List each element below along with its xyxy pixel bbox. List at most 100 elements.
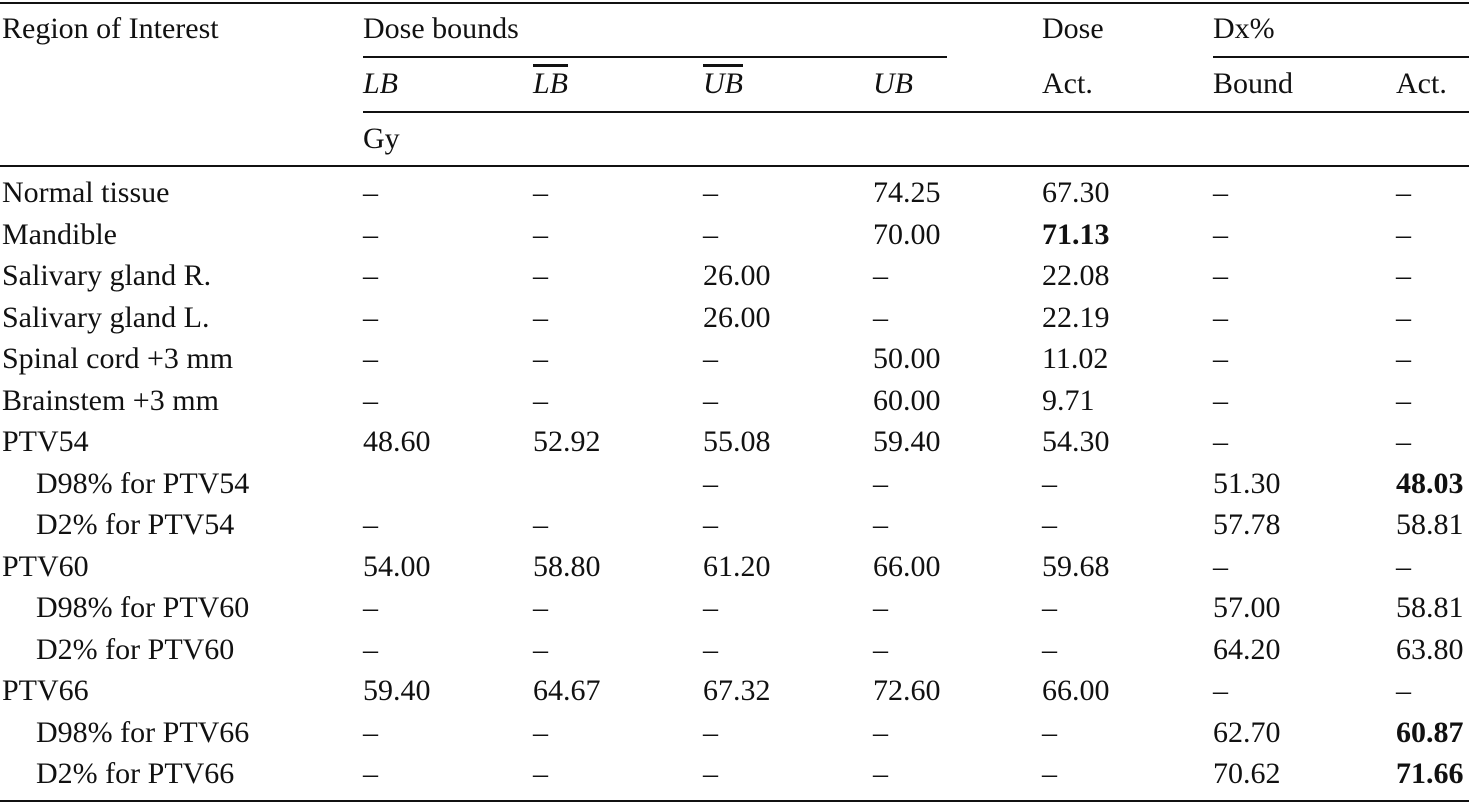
cell-dx-act: – bbox=[1396, 342, 1411, 375]
cell-ub-bar: 55.08 bbox=[703, 425, 771, 458]
cell-ub: – bbox=[873, 591, 888, 624]
cell-dx-act: – bbox=[1396, 549, 1411, 583]
cell-lb-bar: – bbox=[533, 300, 548, 334]
cell-ub: 70.00 bbox=[873, 217, 941, 251]
cell-ub-bar: – bbox=[703, 217, 718, 251]
cell-ub-bar: – bbox=[703, 383, 718, 417]
header-ub-bar: UB bbox=[703, 67, 743, 100]
cell-lb-bar: – bbox=[533, 715, 548, 749]
cell-dx-bound: – bbox=[1213, 674, 1228, 707]
cell-dx-act: – bbox=[1396, 425, 1411, 458]
cell-dx-bound: 57.00 bbox=[1213, 591, 1281, 624]
cell-lb: – bbox=[363, 632, 378, 666]
cell-lb-bar: – bbox=[533, 176, 548, 209]
cell-lb-bar: – bbox=[533, 259, 548, 292]
cell-dose-act: – bbox=[1042, 466, 1057, 500]
row-label: D2% for PTV60 bbox=[36, 632, 235, 666]
row-label: D98% for PTV54 bbox=[36, 466, 250, 500]
header-region-of-interest: Region of Interest bbox=[2, 12, 219, 45]
cell-lb: – bbox=[363, 300, 378, 334]
cell-dx-act: – bbox=[1396, 674, 1411, 707]
header-lb: LB bbox=[363, 67, 399, 100]
cell-dx-act: 63.80 bbox=[1396, 632, 1464, 666]
cell-ub-bar: – bbox=[703, 176, 718, 209]
dose-bounds-rule bbox=[363, 56, 947, 58]
row-label: Salivary gland L. bbox=[2, 300, 210, 334]
row-label: Mandible bbox=[2, 217, 117, 251]
cell-lb-bar: – bbox=[533, 591, 548, 624]
cell-dose-act: 71.13 bbox=[1042, 217, 1110, 251]
cell-dx-bound: – bbox=[1213, 549, 1228, 583]
cell-lb: – bbox=[363, 757, 378, 790]
cell-ub: – bbox=[873, 508, 888, 541]
cell-lb: – bbox=[363, 176, 378, 209]
header-lb-bar: LB bbox=[533, 67, 569, 100]
cell-dose-act: – bbox=[1042, 591, 1057, 624]
cell-dx-bound: – bbox=[1213, 342, 1228, 375]
cell-lb-bar: 52.92 bbox=[533, 425, 601, 458]
row-label: D98% for PTV66 bbox=[36, 715, 250, 749]
cell-dx-act: – bbox=[1396, 300, 1411, 334]
cell-lb: – bbox=[363, 342, 378, 375]
cell-dose-act: 66.00 bbox=[1042, 674, 1110, 707]
cell-dose-act: – bbox=[1042, 632, 1057, 666]
cell-dx-act: – bbox=[1396, 383, 1411, 417]
cell-dx-bound: – bbox=[1213, 425, 1228, 458]
cell-dose-act: – bbox=[1042, 757, 1057, 790]
cell-dx-act: 58.81 bbox=[1396, 591, 1464, 624]
cell-dx-act: – bbox=[1396, 217, 1411, 251]
cell-ub: – bbox=[873, 259, 888, 292]
cell-dx-bound: 62.70 bbox=[1213, 715, 1281, 749]
cell-lb-bar: – bbox=[533, 217, 548, 251]
cell-lb: – bbox=[363, 591, 378, 624]
cell-ub: 60.00 bbox=[873, 383, 941, 417]
header-dx-percent: Dx% bbox=[1213, 12, 1275, 45]
cell-dx-act: – bbox=[1396, 176, 1411, 209]
cell-dose-act: – bbox=[1042, 508, 1057, 541]
cell-dose-act: 54.30 bbox=[1042, 425, 1110, 458]
cell-dx-act: 58.81 bbox=[1396, 508, 1464, 541]
cell-lb: – bbox=[363, 217, 378, 251]
row-label: D98% for PTV60 bbox=[36, 591, 250, 624]
row-label: Spinal cord +3 mm bbox=[2, 342, 234, 375]
cell-ub-bar: – bbox=[703, 757, 718, 790]
cell-dose-act: 22.19 bbox=[1042, 300, 1110, 334]
cell-lb: 59.40 bbox=[363, 674, 431, 707]
cell-ub-bar: – bbox=[703, 342, 718, 375]
header-dose: Dose bbox=[1042, 12, 1104, 45]
cell-ub-bar: – bbox=[703, 591, 718, 624]
cell-ub: – bbox=[873, 300, 888, 334]
cell-dose-act: 9.71 bbox=[1042, 383, 1095, 417]
row-label: D2% for PTV54 bbox=[36, 508, 235, 541]
cell-dx-bound: – bbox=[1213, 259, 1228, 292]
bottom-rule bbox=[0, 800, 1469, 802]
header-dose-bounds: Dose bounds bbox=[363, 12, 519, 45]
cell-lb-bar: – bbox=[533, 757, 548, 790]
cell-dose-act: 22.08 bbox=[1042, 259, 1110, 292]
cell-dx-bound: – bbox=[1213, 300, 1228, 334]
cell-dose-act: – bbox=[1042, 715, 1057, 749]
cell-dx-bound: – bbox=[1213, 176, 1228, 209]
cell-ub: – bbox=[873, 466, 888, 500]
cell-dx-bound: – bbox=[1213, 383, 1228, 417]
cell-lb: 48.60 bbox=[363, 425, 431, 458]
header-dx-bound: Bound bbox=[1213, 67, 1294, 100]
cell-dose-act: 67.30 bbox=[1042, 176, 1110, 209]
cell-ub-bar: – bbox=[703, 508, 718, 541]
row-label: Salivary gland R. bbox=[2, 259, 212, 292]
cell-ub-bar: 26.00 bbox=[703, 259, 771, 292]
cell-ub: 59.40 bbox=[873, 425, 941, 458]
cell-ub-bar: 61.20 bbox=[703, 549, 771, 583]
cell-dx-bound: 64.20 bbox=[1213, 632, 1281, 666]
cell-ub: 74.25 bbox=[873, 176, 941, 209]
unit-rule bbox=[363, 111, 1469, 113]
row-label: Normal tissue bbox=[2, 176, 170, 209]
cell-dose-act: 11.02 bbox=[1042, 342, 1109, 375]
cell-dose-act: 59.68 bbox=[1042, 549, 1110, 583]
cell-lb-bar: – bbox=[533, 508, 548, 541]
top-rule bbox=[0, 2, 1469, 4]
cell-dx-bound: 51.30 bbox=[1213, 466, 1281, 500]
cell-lb: – bbox=[363, 259, 378, 292]
cell-ub: – bbox=[873, 757, 888, 790]
